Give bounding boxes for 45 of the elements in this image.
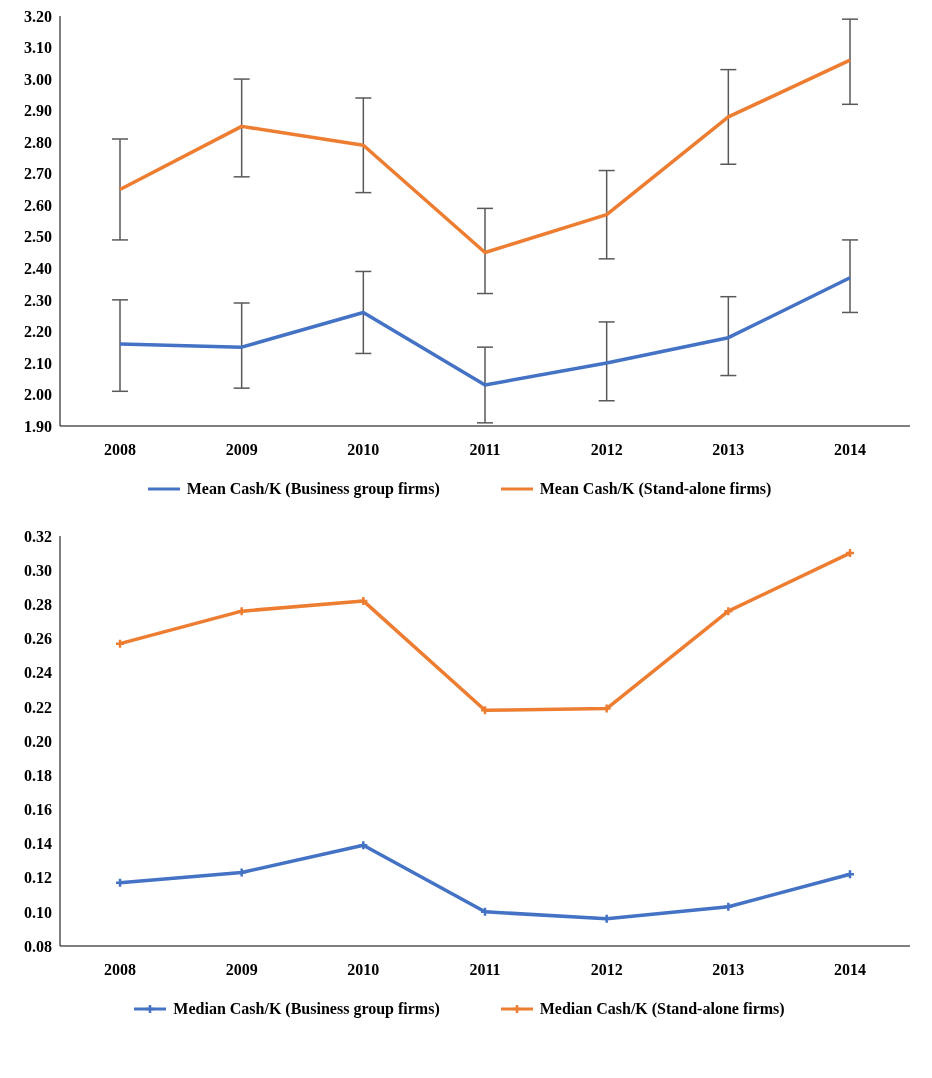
x-tick-label: 2010 <box>347 441 380 459</box>
y-tick-label: 3.20 <box>24 7 52 25</box>
y-tick-label: 2.80 <box>24 133 52 151</box>
y-tick-label: 0.12 <box>24 869 52 887</box>
y-tick-label: 2.00 <box>24 386 52 404</box>
x-tick-label: 2008 <box>104 961 136 979</box>
y-tick-label: 0.20 <box>24 732 52 750</box>
x-tick-label: 2012 <box>590 441 623 459</box>
x-tick-label: 2013 <box>712 961 745 979</box>
legend-label: Median Cash/K (Business group firms) <box>173 1000 440 1018</box>
y-tick-label: 0.28 <box>24 596 52 614</box>
y-tick-label: 0.26 <box>24 630 52 648</box>
y-tick-label: 1.90 <box>24 417 52 435</box>
x-tick-label: 2011 <box>469 441 501 459</box>
y-tick-label: 0.14 <box>24 835 52 853</box>
x-tick-label: 2012 <box>590 961 623 979</box>
y-tick-label: 2.50 <box>24 228 52 246</box>
x-tick-label: 2014 <box>834 961 866 979</box>
x-tick-label: 2009 <box>225 961 258 979</box>
y-tick-label: 2.40 <box>24 259 52 277</box>
x-tick-label: 2013 <box>712 441 745 459</box>
legend-label: Mean Cash/K (Stand-alone firms) <box>539 480 772 498</box>
legend-label: Mean Cash/K (Business group firms) <box>186 480 440 498</box>
y-tick-label: 2.90 <box>24 102 52 120</box>
x-tick-label: 2011 <box>469 961 501 979</box>
y-tick-label: 0.16 <box>24 801 52 819</box>
x-tick-label: 2008 <box>104 441 136 459</box>
x-tick-label: 2010 <box>347 961 380 979</box>
y-tick-label: 0.22 <box>24 698 52 716</box>
y-tick-label: 2.70 <box>24 165 52 183</box>
y-tick-label: 2.10 <box>24 354 52 372</box>
y-tick-label: 0.24 <box>24 664 52 682</box>
y-tick-label: 2.60 <box>24 196 52 214</box>
y-tick-label: 0.10 <box>24 903 52 921</box>
y-tick-label: 0.18 <box>24 766 52 784</box>
y-tick-label: 0.30 <box>24 561 52 579</box>
legend-label: Median Cash/K (Stand-alone firms) <box>539 1000 785 1018</box>
y-tick-label: 3.00 <box>24 70 52 88</box>
y-tick-label: 0.08 <box>24 937 52 955</box>
y-tick-label: 0.32 <box>24 527 52 545</box>
x-tick-label: 2009 <box>225 441 258 459</box>
y-tick-label: 2.20 <box>24 323 52 341</box>
y-tick-label: 3.10 <box>24 39 52 57</box>
x-tick-label: 2014 <box>834 441 866 459</box>
y-tick-label: 2.30 <box>24 291 52 309</box>
